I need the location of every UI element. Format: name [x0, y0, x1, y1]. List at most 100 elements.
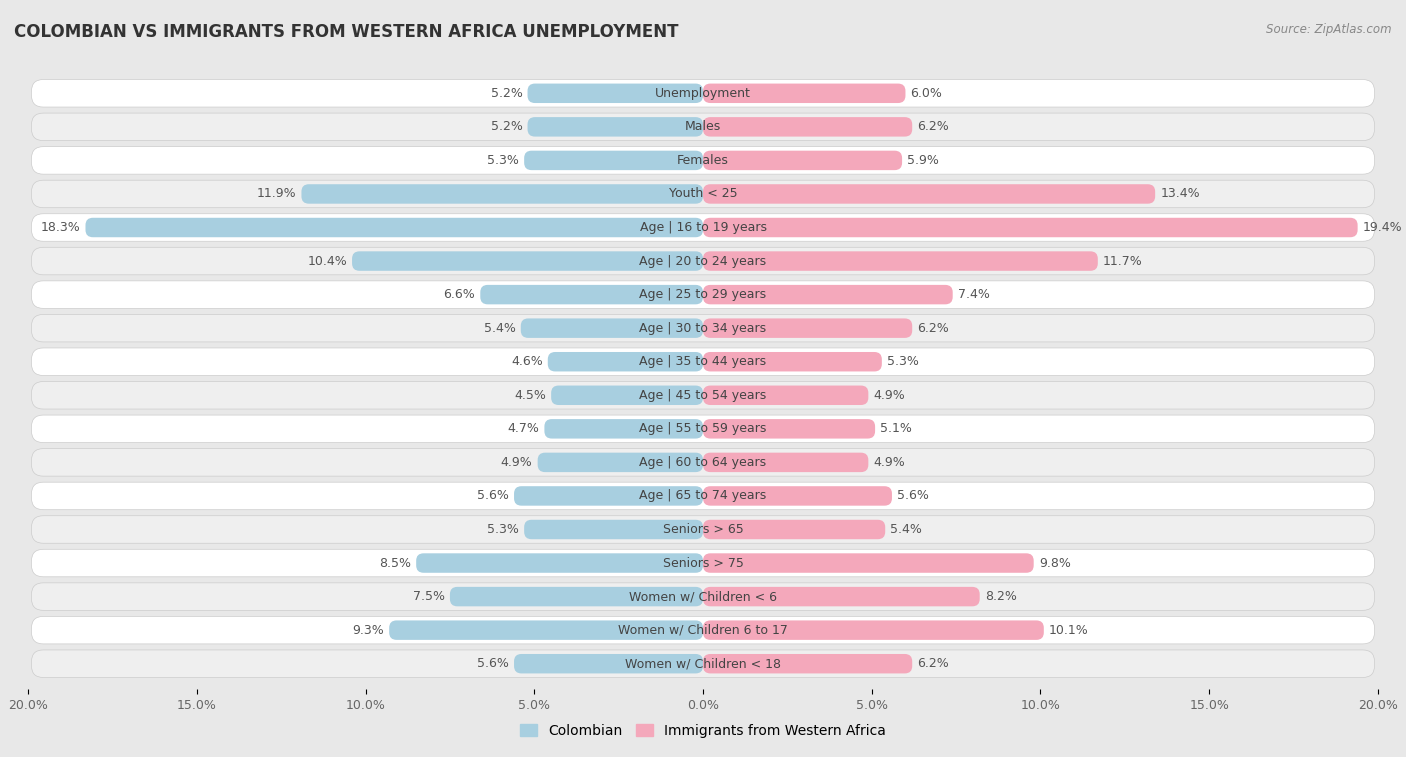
FancyBboxPatch shape: [31, 616, 1375, 644]
Text: Age | 25 to 29 years: Age | 25 to 29 years: [640, 288, 766, 301]
FancyBboxPatch shape: [416, 553, 703, 573]
FancyBboxPatch shape: [31, 650, 1375, 678]
Text: 5.9%: 5.9%: [907, 154, 939, 167]
Text: 10.4%: 10.4%: [308, 254, 347, 267]
Text: 5.1%: 5.1%: [880, 422, 912, 435]
Text: Age | 16 to 19 years: Age | 16 to 19 years: [640, 221, 766, 234]
FancyBboxPatch shape: [31, 348, 1375, 375]
FancyBboxPatch shape: [703, 151, 903, 170]
Text: Unemployment: Unemployment: [655, 87, 751, 100]
Text: Women w/ Children < 6: Women w/ Children < 6: [628, 590, 778, 603]
Text: 6.2%: 6.2%: [917, 657, 949, 670]
Text: 10.1%: 10.1%: [1049, 624, 1088, 637]
Text: Age | 55 to 59 years: Age | 55 to 59 years: [640, 422, 766, 435]
Text: 4.5%: 4.5%: [515, 389, 546, 402]
FancyBboxPatch shape: [31, 449, 1375, 476]
FancyBboxPatch shape: [31, 550, 1375, 577]
FancyBboxPatch shape: [703, 319, 912, 338]
Text: Source: ZipAtlas.com: Source: ZipAtlas.com: [1267, 23, 1392, 36]
FancyBboxPatch shape: [352, 251, 703, 271]
FancyBboxPatch shape: [703, 285, 953, 304]
FancyBboxPatch shape: [31, 79, 1375, 107]
FancyBboxPatch shape: [703, 520, 886, 539]
Text: 4.9%: 4.9%: [501, 456, 533, 469]
Text: 5.3%: 5.3%: [488, 154, 519, 167]
Text: 4.9%: 4.9%: [873, 456, 905, 469]
Text: 4.7%: 4.7%: [508, 422, 540, 435]
Text: Age | 35 to 44 years: Age | 35 to 44 years: [640, 355, 766, 368]
Text: Males: Males: [685, 120, 721, 133]
Text: 9.8%: 9.8%: [1039, 556, 1070, 569]
FancyBboxPatch shape: [703, 553, 1033, 573]
Text: 19.4%: 19.4%: [1362, 221, 1402, 234]
Text: Youth < 25: Youth < 25: [669, 188, 737, 201]
FancyBboxPatch shape: [31, 147, 1375, 174]
FancyBboxPatch shape: [520, 319, 703, 338]
Text: 5.6%: 5.6%: [477, 657, 509, 670]
FancyBboxPatch shape: [389, 621, 703, 640]
Text: 5.6%: 5.6%: [477, 490, 509, 503]
Text: 11.7%: 11.7%: [1102, 254, 1143, 267]
FancyBboxPatch shape: [450, 587, 703, 606]
Text: 4.9%: 4.9%: [873, 389, 905, 402]
Text: Age | 60 to 64 years: Age | 60 to 64 years: [640, 456, 766, 469]
FancyBboxPatch shape: [515, 654, 703, 674]
FancyBboxPatch shape: [527, 117, 703, 136]
Text: 6.6%: 6.6%: [443, 288, 475, 301]
FancyBboxPatch shape: [31, 516, 1375, 544]
FancyBboxPatch shape: [703, 352, 882, 372]
FancyBboxPatch shape: [703, 587, 980, 606]
Text: 6.0%: 6.0%: [911, 87, 942, 100]
FancyBboxPatch shape: [703, 453, 869, 472]
Text: 5.2%: 5.2%: [491, 87, 523, 100]
FancyBboxPatch shape: [537, 453, 703, 472]
FancyBboxPatch shape: [31, 482, 1375, 509]
Text: Age | 30 to 34 years: Age | 30 to 34 years: [640, 322, 766, 335]
Legend: Colombian, Immigrants from Western Africa: Colombian, Immigrants from Western Afric…: [520, 724, 886, 738]
FancyBboxPatch shape: [703, 486, 891, 506]
Text: 11.9%: 11.9%: [257, 188, 297, 201]
Text: 4.6%: 4.6%: [510, 355, 543, 368]
FancyBboxPatch shape: [86, 218, 703, 237]
Text: Seniors > 65: Seniors > 65: [662, 523, 744, 536]
FancyBboxPatch shape: [703, 83, 905, 103]
FancyBboxPatch shape: [31, 382, 1375, 409]
FancyBboxPatch shape: [31, 415, 1375, 443]
FancyBboxPatch shape: [31, 281, 1375, 308]
FancyBboxPatch shape: [703, 419, 875, 438]
Text: 13.4%: 13.4%: [1160, 188, 1199, 201]
Text: 8.5%: 8.5%: [380, 556, 411, 569]
FancyBboxPatch shape: [31, 180, 1375, 207]
FancyBboxPatch shape: [703, 654, 912, 674]
Text: 5.3%: 5.3%: [887, 355, 918, 368]
FancyBboxPatch shape: [31, 213, 1375, 241]
Text: 8.2%: 8.2%: [984, 590, 1017, 603]
FancyBboxPatch shape: [551, 385, 703, 405]
Text: 5.3%: 5.3%: [488, 523, 519, 536]
Text: 7.4%: 7.4%: [957, 288, 990, 301]
Text: Women w/ Children 6 to 17: Women w/ Children 6 to 17: [619, 624, 787, 637]
Text: Age | 65 to 74 years: Age | 65 to 74 years: [640, 490, 766, 503]
FancyBboxPatch shape: [31, 583, 1375, 610]
FancyBboxPatch shape: [703, 251, 1098, 271]
FancyBboxPatch shape: [481, 285, 703, 304]
FancyBboxPatch shape: [544, 419, 703, 438]
Text: 18.3%: 18.3%: [41, 221, 80, 234]
Text: 6.2%: 6.2%: [917, 322, 949, 335]
FancyBboxPatch shape: [703, 385, 869, 405]
FancyBboxPatch shape: [703, 621, 1043, 640]
Text: COLOMBIAN VS IMMIGRANTS FROM WESTERN AFRICA UNEMPLOYMENT: COLOMBIAN VS IMMIGRANTS FROM WESTERN AFR…: [14, 23, 679, 41]
FancyBboxPatch shape: [515, 486, 703, 506]
FancyBboxPatch shape: [524, 151, 703, 170]
FancyBboxPatch shape: [703, 184, 1156, 204]
Text: 7.5%: 7.5%: [413, 590, 444, 603]
FancyBboxPatch shape: [703, 117, 912, 136]
FancyBboxPatch shape: [548, 352, 703, 372]
FancyBboxPatch shape: [703, 218, 1358, 237]
Text: Seniors > 75: Seniors > 75: [662, 556, 744, 569]
Text: 5.6%: 5.6%: [897, 490, 929, 503]
Text: Age | 45 to 54 years: Age | 45 to 54 years: [640, 389, 766, 402]
FancyBboxPatch shape: [31, 248, 1375, 275]
Text: 5.4%: 5.4%: [890, 523, 922, 536]
Text: Women w/ Children < 18: Women w/ Children < 18: [626, 657, 780, 670]
